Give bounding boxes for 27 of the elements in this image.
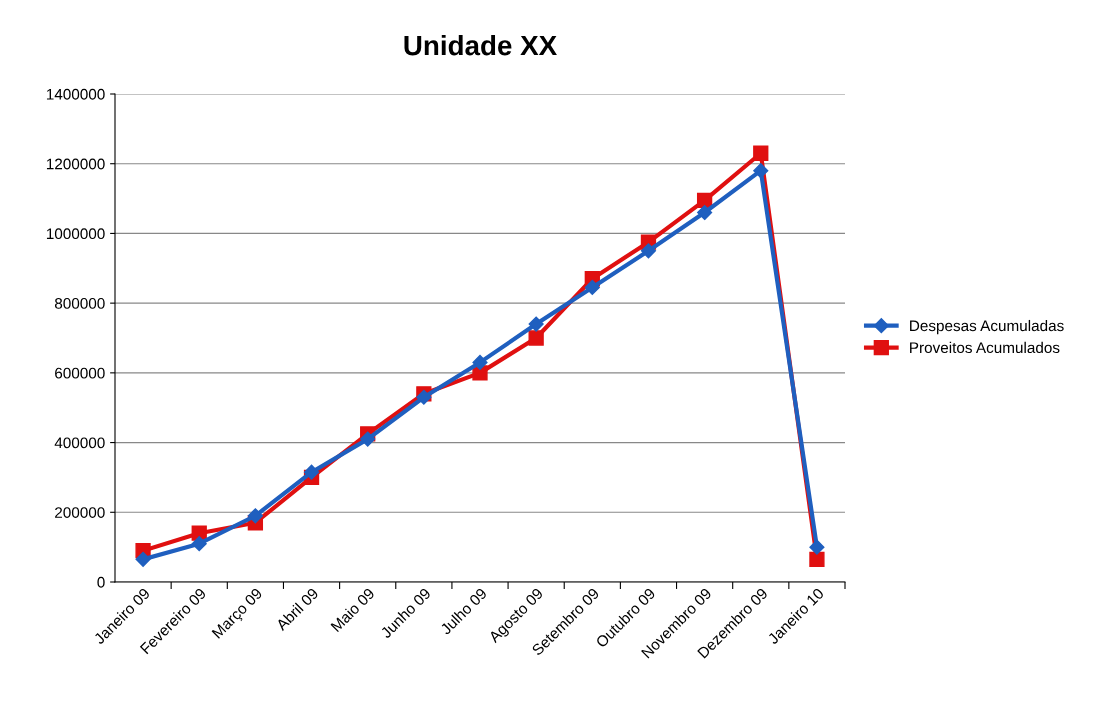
y-tick-label: 600000	[55, 367, 105, 379]
point	[528, 330, 544, 346]
y-tick-label: 1400000	[46, 88, 105, 100]
y-tick-label: 800000	[54, 298, 105, 309]
point	[135, 551, 151, 567]
y-tick-label: 200000	[55, 507, 105, 518]
y-tick-label: 1200000	[46, 158, 105, 170]
point	[640, 243, 657, 259]
point	[753, 145, 769, 161]
point	[247, 508, 263, 524]
legend-label: Proveitos Acumulados	[910, 341, 1060, 354]
point	[696, 192, 713, 208]
point	[528, 316, 544, 332]
point	[303, 464, 320, 480]
point	[472, 354, 488, 370]
point	[697, 204, 713, 221]
point	[809, 539, 825, 555]
legend-label: Despesas Acumuladas	[910, 319, 1064, 335]
chart-title: Unidade XX	[404, 34, 557, 56]
point	[360, 431, 376, 447]
point	[753, 163, 769, 179]
point	[584, 279, 600, 296]
y-tick-label: 400000	[54, 437, 105, 449]
point	[191, 536, 207, 552]
y-tick-label: 0	[97, 576, 105, 588]
point	[809, 551, 825, 567]
y-tick-label: 1000000	[46, 228, 105, 240]
